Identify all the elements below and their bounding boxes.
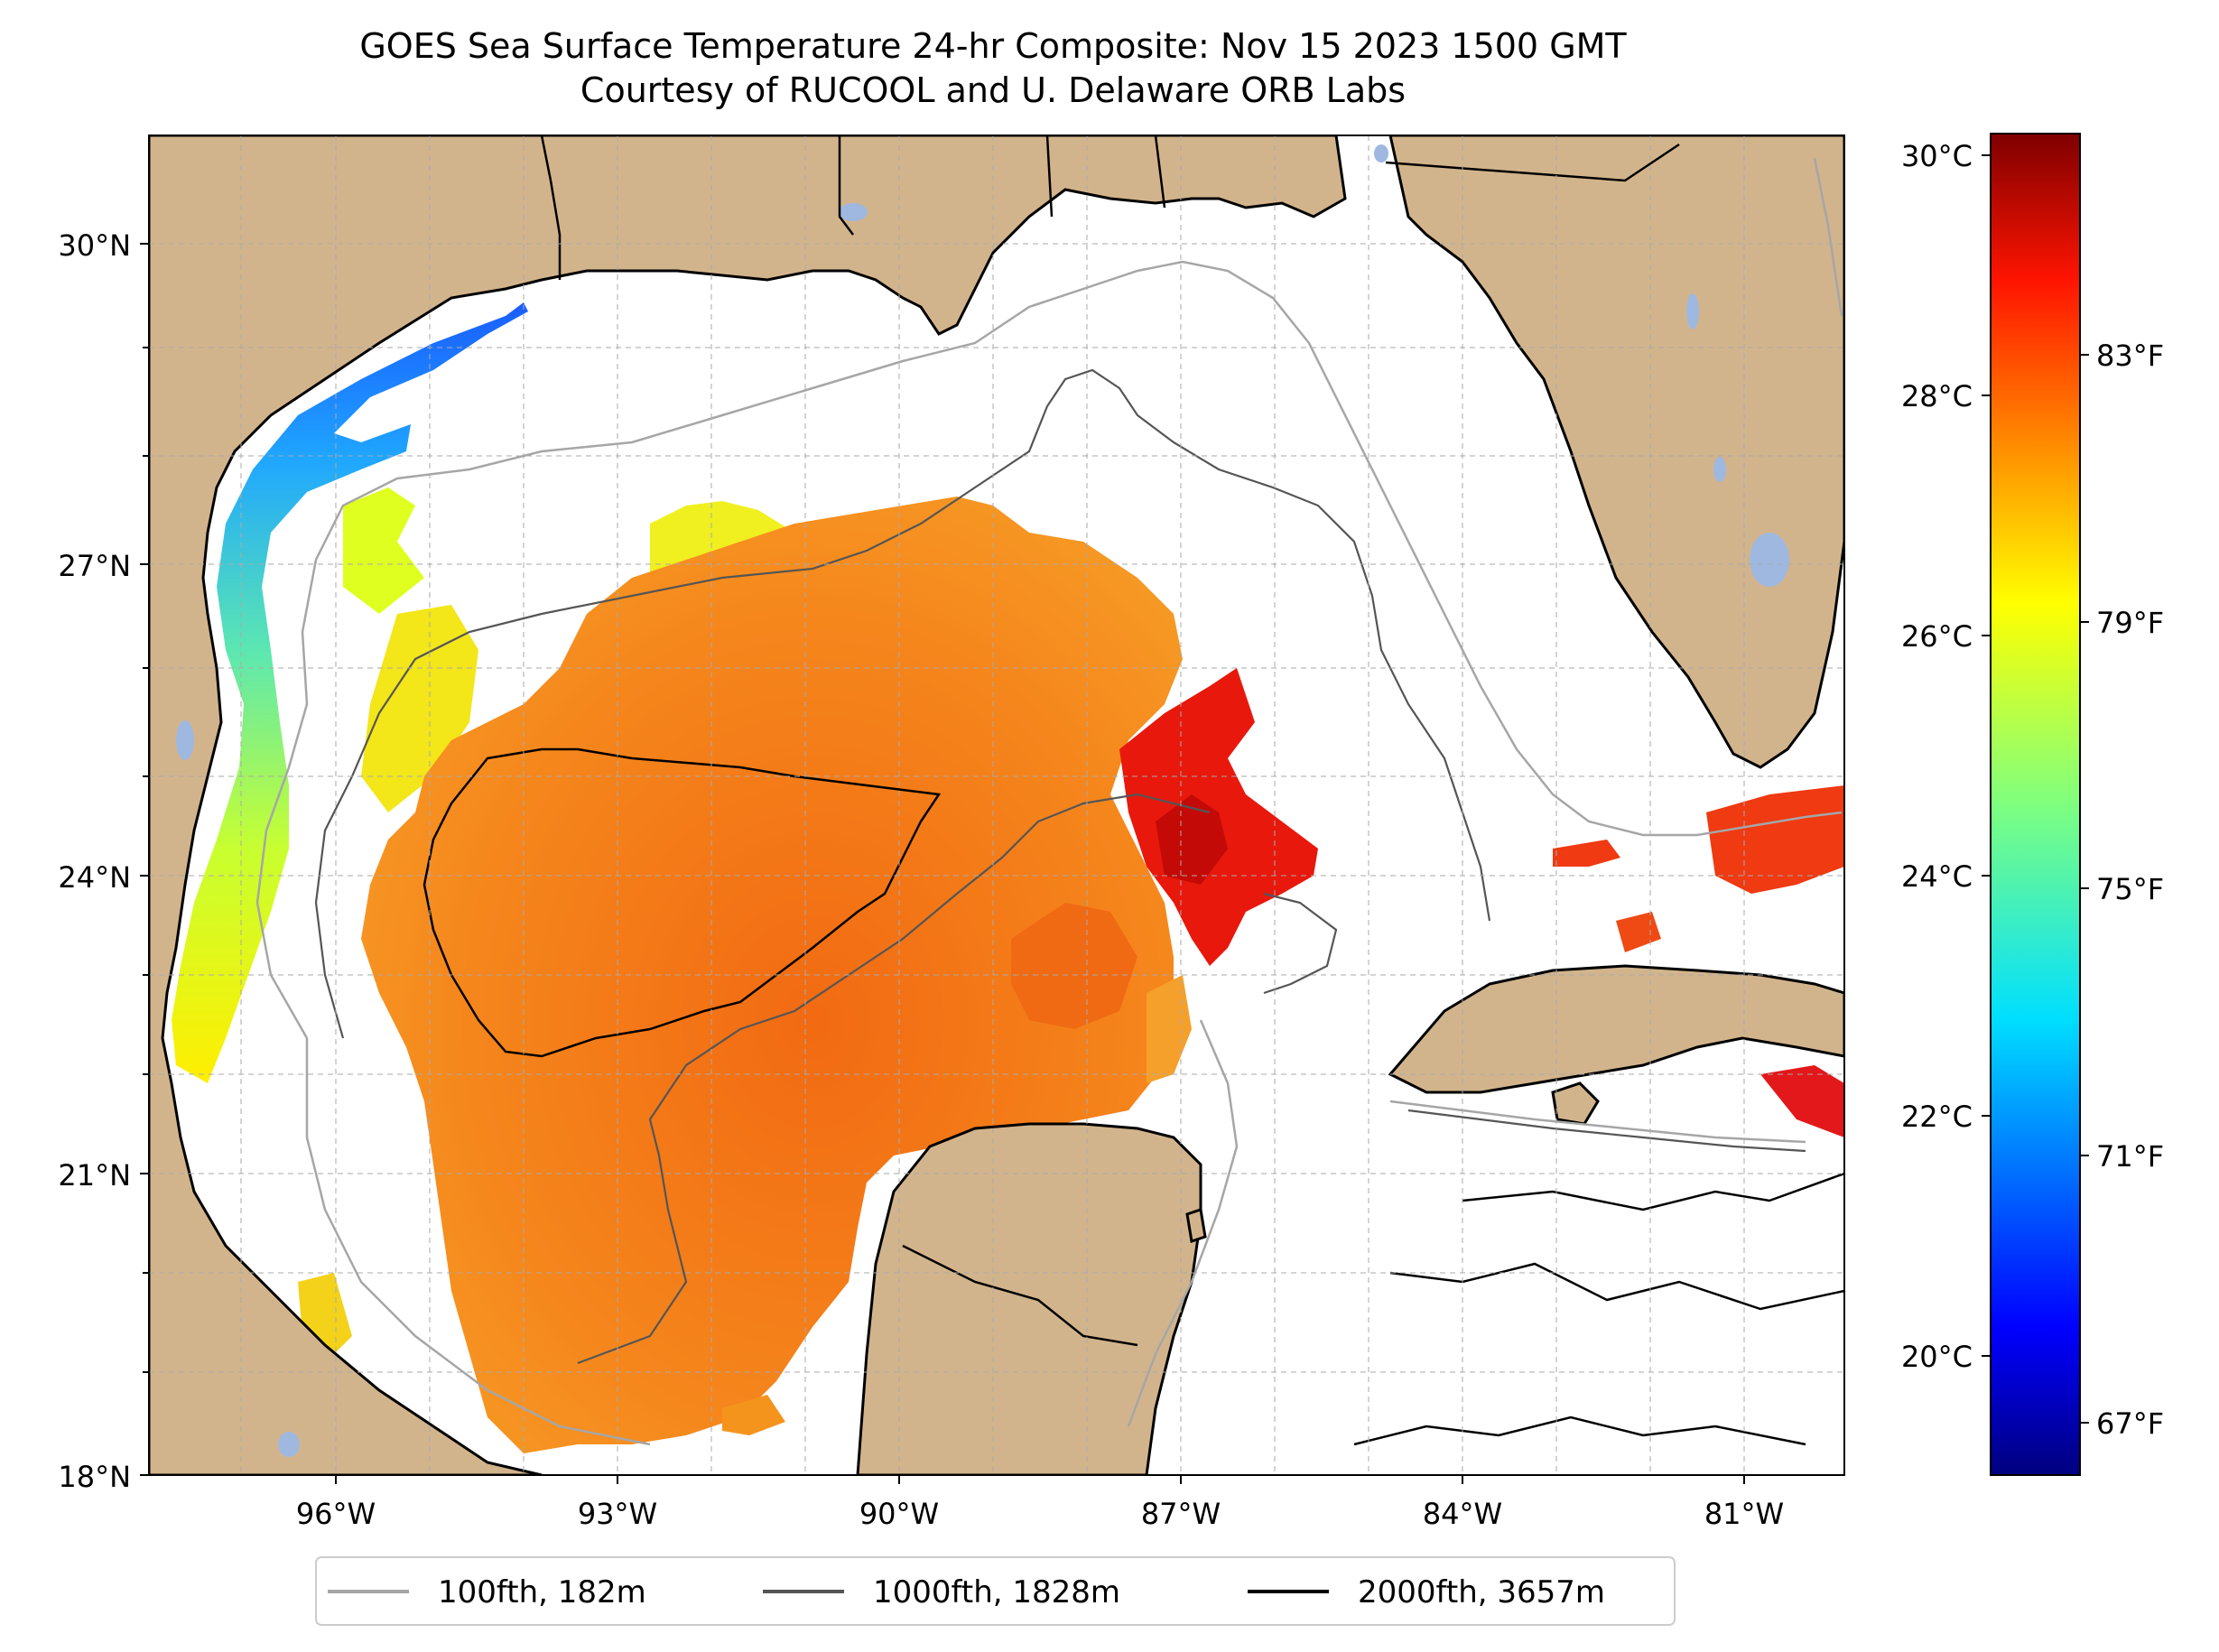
sst-keys-patch-1 bbox=[1553, 840, 1620, 867]
sst-keys-patch-2 bbox=[1706, 785, 1844, 894]
contour-layer bbox=[255, 157, 1844, 1446]
lake-florida-north bbox=[1686, 293, 1699, 329]
lake-okeechobee bbox=[1750, 533, 1789, 587]
lon-label-87w: 87°W bbox=[1141, 1497, 1221, 1531]
colorbar-fahrenheit-ticks bbox=[2080, 354, 2089, 1424]
map-panel bbox=[149, 135, 1844, 1475]
border-alabama-florida bbox=[1154, 135, 1166, 209]
sst-orange-southeast bbox=[1011, 903, 1137, 1029]
colorbar-label-30c: 30°C bbox=[1901, 139, 1973, 173]
contour-100fth bbox=[255, 157, 1843, 1446]
colorbar-label-79f: 79°F bbox=[2096, 606, 2164, 640]
border-mississippi-alabama bbox=[1045, 135, 1054, 218]
colorbar-celsius-ticks bbox=[1982, 154, 1991, 1357]
lon-label-93w: 93°W bbox=[578, 1497, 657, 1531]
colorbar-label-28c: 28°C bbox=[1901, 379, 1973, 413]
lake-texas-1 bbox=[176, 720, 194, 760]
sst-green-patch bbox=[343, 487, 424, 614]
lon-label-96w: 96°W bbox=[296, 1497, 376, 1531]
map-subtitle: Courtesy of RUCOOL and U. Delaware ORB L… bbox=[580, 70, 1406, 110]
sst-warm-main bbox=[361, 497, 1183, 1453]
contour-1000fth bbox=[314, 368, 1806, 1365]
colorbar-label-67f: 67°F bbox=[2096, 1406, 2164, 1441]
lon-label-81w: 81°W bbox=[1704, 1497, 1784, 1531]
lake-florida-mid bbox=[1713, 457, 1726, 482]
lat-label-24n: 24°N bbox=[58, 860, 131, 895]
land-florida bbox=[1388, 135, 1844, 769]
sst-yellow-patch-west bbox=[361, 605, 478, 812]
legend: 100fth, 182m 1000fth, 1828m 2000fth, 365… bbox=[315, 1556, 1676, 1626]
land-cuba bbox=[1388, 964, 1844, 1094]
map-title: GOES Sea Surface Temperature 24-hr Compo… bbox=[359, 26, 1627, 66]
colorbar-label-75f: 75°F bbox=[2096, 872, 2164, 906]
lat-label-18n: 18°N bbox=[58, 1460, 131, 1494]
lake-layer bbox=[176, 144, 1789, 1457]
colorbar-label-22c: 22°C bbox=[1901, 1100, 1973, 1134]
land-cozumel bbox=[1185, 1208, 1207, 1243]
border-florida-georgia bbox=[1385, 143, 1680, 182]
lat-label-27n: 27°N bbox=[58, 549, 131, 583]
border-texas-louisiana bbox=[540, 135, 562, 280]
lon-label-90w: 90°W bbox=[859, 1497, 939, 1531]
colorbar-label-71f: 71°F bbox=[2096, 1139, 2164, 1174]
legend-label-2000fth: 2000fth, 3657m bbox=[1358, 1574, 1605, 1610]
lon-label-84w: 84°W bbox=[1423, 1497, 1502, 1531]
map-ticks bbox=[140, 243, 1745, 1484]
colorbar-label-24c: 24°C bbox=[1901, 859, 1973, 894]
legend-label-1000fth: 1000fth, 1828m bbox=[873, 1574, 1120, 1610]
lat-label-21n: 21°N bbox=[58, 1158, 131, 1193]
land-yucatan bbox=[856, 1122, 1202, 1475]
lake-pontchartrain bbox=[839, 203, 868, 221]
legend-label-100fth: 100fth, 182m bbox=[438, 1574, 646, 1610]
sst-data-layer bbox=[172, 302, 1844, 1453]
colorbar: 30°C 28°C 26°C 24°C 22°C 20°C 83°F 79°F … bbox=[1901, 133, 2164, 1476]
sst-coastal-cool-band bbox=[172, 302, 528, 1083]
land-layer bbox=[149, 135, 1844, 1475]
gridlines bbox=[149, 135, 1844, 1475]
colorbar-label-83f: 83°F bbox=[2096, 339, 2164, 373]
sst-red-core bbox=[1156, 794, 1228, 885]
map-frame bbox=[148, 135, 1845, 1476]
longitude-labels: 96°W 93°W 90°W 87°W 84°W 81°W bbox=[296, 1497, 1784, 1531]
lake-texas-2 bbox=[278, 1432, 300, 1457]
colorbar-label-26c: 26°C bbox=[1901, 619, 1973, 654]
border-layer bbox=[540, 135, 1680, 1347]
lat-label-30n: 30°N bbox=[58, 228, 131, 263]
colorbar-label-20c: 20°C bbox=[1901, 1340, 1973, 1374]
latitude-labels: 30°N 27°N 24°N 21°N 18°N bbox=[58, 228, 131, 1494]
sst-keys-patch-4 bbox=[1760, 1065, 1844, 1137]
contour-2000fth bbox=[422, 747, 1844, 1446]
colorbar-gradient bbox=[1990, 133, 2081, 1476]
border-louisiana-mississippi bbox=[838, 135, 854, 236]
sst-campeche-patch bbox=[722, 1395, 785, 1435]
border-mexico-guatemala bbox=[902, 1244, 1138, 1347]
lake-georgia bbox=[1374, 144, 1388, 162]
legend-box bbox=[315, 1556, 1676, 1626]
land-isle-of-youth bbox=[1551, 1081, 1600, 1126]
